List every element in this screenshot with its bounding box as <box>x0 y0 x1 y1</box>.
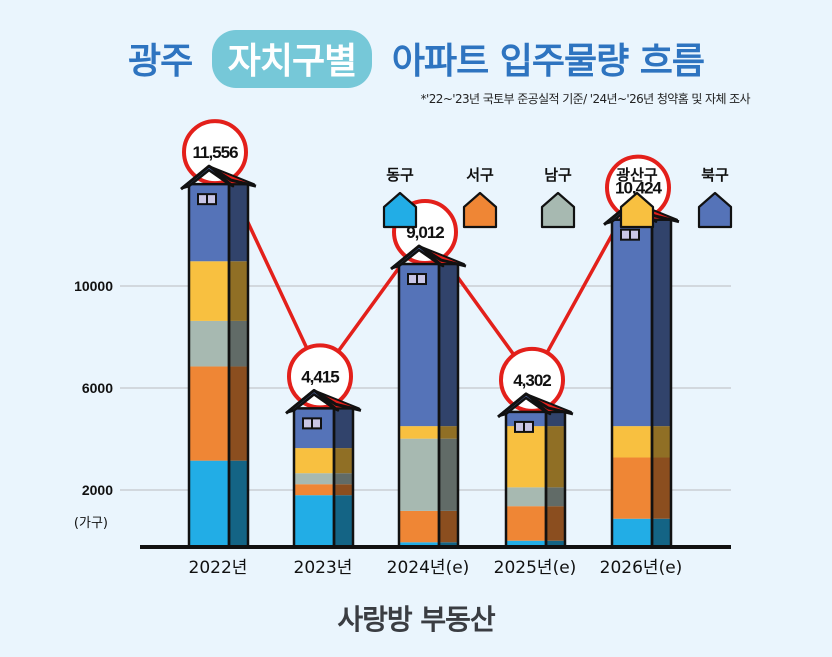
bar-side-segment-북구 <box>334 408 353 449</box>
x-tick-label: 2026년(e) <box>600 558 683 578</box>
bar-segment-동구 <box>189 460 229 547</box>
brand-logo: 사랑방 부동산 <box>0 591 832 638</box>
bar-side-segment-서구 <box>334 484 353 496</box>
total-label: 4,415 <box>301 367 339 386</box>
bar-segment-북구 <box>399 264 439 427</box>
legend-label: 동구 <box>386 166 414 184</box>
bar-side-segment-서구 <box>546 506 565 541</box>
bar-segment-남구 <box>189 320 229 367</box>
x-tick-label: 2022년 <box>189 558 248 578</box>
legend-label: 광산구 <box>616 166 658 184</box>
bar-side-segment-남구 <box>546 487 565 507</box>
bar-side-segment-광산구 <box>439 426 458 439</box>
legend-label: 서구 <box>466 166 494 184</box>
bar-segment-동구 <box>612 518 652 547</box>
bar-side-segment-동구 <box>652 518 671 547</box>
bar-segment-광산구 <box>612 426 652 458</box>
bar-side-segment-북구 <box>546 411 565 427</box>
legend-house-icon <box>619 191 655 229</box>
bar-side-segment-서구 <box>652 457 671 519</box>
chart-title: 광주 자치구별 아파트 입주물량 흐름 <box>0 30 832 88</box>
bar-segment-동구 <box>294 495 334 547</box>
bar-side-segment-북구 <box>652 219 671 427</box>
bar-segment-동구 <box>399 542 439 547</box>
y-tick-label: 10000 <box>74 278 113 294</box>
bar-side-segment-북구 <box>229 184 248 262</box>
bar-segment-광산구 <box>399 426 439 439</box>
total-label: 10,424 <box>615 179 663 198</box>
bar-segment-광산구 <box>294 448 334 474</box>
title-prefix: 광주 <box>128 41 193 82</box>
x-tick-label: 2024년(e) <box>387 558 470 578</box>
bar-side-segment-서구 <box>229 366 248 461</box>
bar-segment-광산구 <box>506 426 546 488</box>
bar-segment-남구 <box>399 438 439 511</box>
bar-side-segment-남구 <box>439 438 458 511</box>
legend-label: 남구 <box>544 166 572 184</box>
bar-side-segment-북구 <box>439 264 458 427</box>
bar-side-segment-광산구 <box>652 426 671 458</box>
legend-label: 북구 <box>701 166 729 184</box>
source-note: *'22~'23년 국토부 준공실적 기준/ '24년~'26년 청약홈 및 자… <box>420 92 751 106</box>
title-highlight-pill: 자치구별 <box>211 30 373 88</box>
total-label: 11,556 <box>192 143 238 162</box>
bar-segment-서구 <box>506 506 546 541</box>
legend-house-icon <box>697 191 733 229</box>
x-tick-label: 2023년 <box>294 558 353 578</box>
bar-segment-광산구 <box>189 261 229 321</box>
legend-house-icon <box>462 191 498 229</box>
bar-side-segment-동구 <box>334 495 353 547</box>
roof-line <box>390 244 467 271</box>
bar-segment-서구 <box>294 484 334 496</box>
y-axis-label: (가구) <box>74 516 108 531</box>
roof-line <box>497 392 574 419</box>
x-tick-label: 2025년(e) <box>494 558 577 578</box>
y-tick-label: 2000 <box>82 482 113 498</box>
bar-side-segment-광산구 <box>546 426 565 488</box>
bar-side-segment-광산구 <box>334 448 353 474</box>
bar-segment-남구 <box>506 487 546 507</box>
bar-segment-동구 <box>506 540 546 547</box>
total-label: 4,302 <box>513 371 551 390</box>
bar-segment-서구 <box>189 366 229 461</box>
bar-side-segment-남구 <box>334 473 353 485</box>
title-suffix: 아파트 입주물량 흐름 <box>391 41 705 82</box>
y-tick-label: 6000 <box>82 380 113 396</box>
bar-segment-서구 <box>399 510 439 543</box>
bar-segment-서구 <box>612 457 652 519</box>
bar-side-segment-동구 <box>439 542 458 547</box>
bar-side-segment-서구 <box>439 510 458 543</box>
roof-line <box>285 388 362 415</box>
legend-house-icon <box>382 191 418 229</box>
logo-part2: 부동산 <box>420 603 495 636</box>
bar-segment-남구 <box>294 473 334 485</box>
bar-side-segment-남구 <box>229 320 248 367</box>
bar-side-segment-광산구 <box>229 261 248 321</box>
roof-line <box>180 164 257 191</box>
bar-segment-북구 <box>612 219 652 427</box>
logo-part1: 사랑방 <box>337 603 412 636</box>
legend-house-icon <box>540 191 576 229</box>
bar-side-segment-동구 <box>229 460 248 547</box>
bar-side-segment-동구 <box>546 540 565 547</box>
